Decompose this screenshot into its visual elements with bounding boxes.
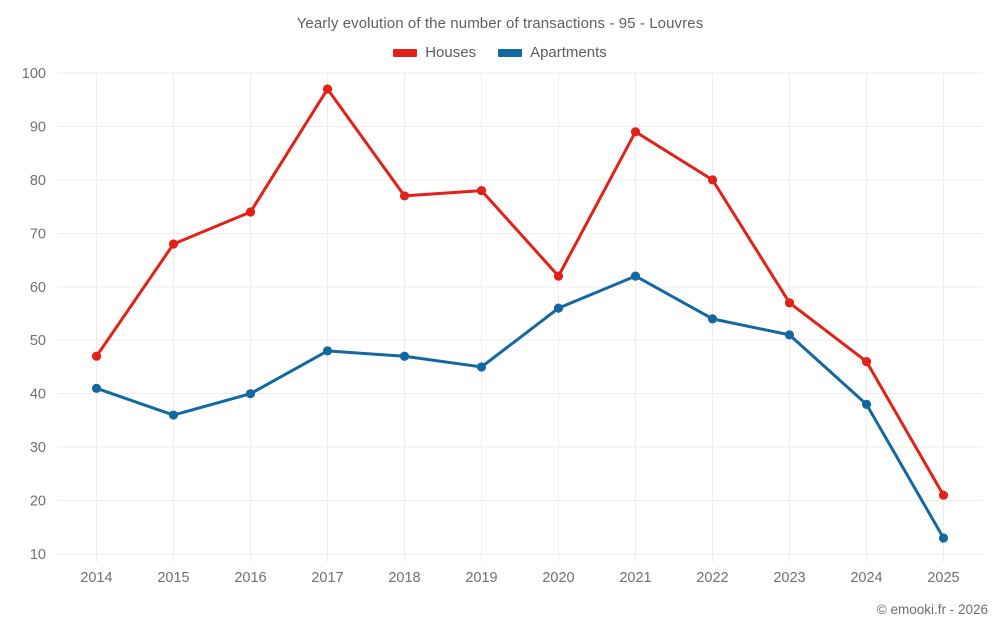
data-point-apartments[interactable]	[476, 362, 487, 372]
data-point-houses[interactable]	[399, 191, 410, 201]
x-axis-ticks: 2014 2015 2016 2017 2018 2019 2020 2021 2022 2023…	[80, 570, 959, 586]
x-axis-tick-label: 2014	[80, 570, 112, 586]
series-line-houses	[95, 87, 945, 497]
x-axis-tick-label: 2017	[311, 570, 343, 586]
y-axis-tick-label: 20	[30, 494, 46, 510]
data-point-houses[interactable]	[784, 298, 795, 308]
data-point-houses[interactable]	[861, 357, 872, 367]
y-axis-tick-label: 70	[30, 226, 46, 242]
series-layer	[91, 84, 949, 543]
x-axis-tick-label: 2018	[388, 570, 420, 586]
legend-swatch-houses	[393, 48, 418, 57]
y-axis-tick-label: 30	[30, 440, 46, 456]
x-axis-tick-label: 2023	[773, 570, 805, 586]
y-axis-tick-label: 60	[30, 280, 46, 296]
footer-credit: © emooki.fr - 2026	[876, 602, 988, 617]
data-point-houses[interactable]	[553, 271, 564, 281]
x-axis-tick-label: 2020	[542, 570, 574, 586]
x-axis-tick-label: 2015	[157, 570, 189, 586]
y-axis-tick-label: 50	[30, 333, 46, 349]
data-point-apartments[interactable]	[399, 351, 410, 361]
data-point-houses[interactable]	[630, 127, 641, 137]
data-point-houses[interactable]	[245, 207, 256, 217]
x-axis-tick-label: 2019	[465, 570, 497, 586]
chart-legend: Houses Apartments	[0, 44, 1000, 61]
legend-item-houses[interactable]: Houses	[393, 44, 476, 61]
data-point-houses[interactable]	[938, 490, 949, 500]
data-point-apartments[interactable]	[168, 410, 179, 420]
data-point-houses[interactable]	[476, 185, 487, 196]
legend-label-houses: Houses	[425, 44, 477, 61]
data-point-houses[interactable]	[707, 175, 718, 185]
legend-swatch-apartments	[498, 48, 523, 57]
y-axis-tick-label: 40	[30, 387, 46, 403]
y-axis-tick-label: 10	[30, 547, 46, 563]
data-point-houses[interactable]	[168, 239, 179, 249]
data-point-apartments[interactable]	[91, 383, 102, 393]
data-point-apartments[interactable]	[630, 271, 641, 281]
x-axis-tick-label: 2022	[696, 570, 728, 586]
y-axis-ticks: 10 20 30 40 50 60 70 80 90 100	[22, 66, 46, 563]
legend-item-apartments[interactable]: Apartments	[498, 44, 607, 61]
series-line-apartments	[95, 274, 945, 540]
chart-title: Yearly evolution of the number of transa…	[296, 15, 704, 32]
data-point-apartments[interactable]	[553, 303, 564, 313]
data-point-apartments[interactable]	[784, 330, 795, 340]
data-point-apartments[interactable]	[938, 533, 949, 543]
y-axis-tick-label: 80	[30, 173, 46, 189]
grid-layer	[58, 72, 982, 562]
x-axis-tick-label: 2025	[927, 570, 959, 586]
data-point-apartments[interactable]	[245, 389, 256, 399]
data-point-apartments[interactable]	[322, 346, 333, 356]
y-axis-tick-label: 100	[22, 66, 46, 82]
data-point-apartments[interactable]	[707, 314, 718, 324]
x-axis-tick-label: 2024	[850, 570, 882, 586]
legend-label-apartments: Apartments	[530, 44, 607, 61]
x-axis-tick-label: 2021	[619, 570, 651, 586]
data-point-houses[interactable]	[322, 84, 333, 94]
data-point-houses[interactable]	[91, 351, 102, 361]
data-point-apartments[interactable]	[861, 399, 872, 409]
y-axis-tick-label: 90	[30, 119, 46, 135]
x-axis-tick-label: 2016	[234, 570, 266, 586]
